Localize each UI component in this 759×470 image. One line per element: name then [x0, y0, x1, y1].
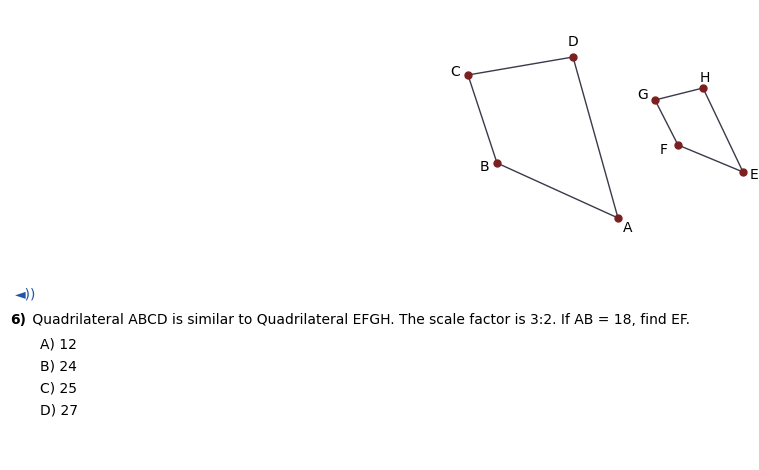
Text: D) 27: D) 27: [40, 404, 78, 418]
Text: B: B: [479, 160, 489, 174]
Text: D: D: [568, 35, 578, 49]
Text: G: G: [638, 88, 648, 102]
Text: A: A: [623, 221, 633, 235]
Text: H: H: [700, 71, 710, 85]
Text: C: C: [450, 65, 460, 79]
Text: A) 12: A) 12: [40, 338, 77, 352]
Text: F: F: [660, 143, 668, 157]
Text: B) 24: B) 24: [40, 360, 77, 374]
Text: C) 25: C) 25: [40, 382, 77, 396]
Text: ◄)): ◄)): [15, 288, 36, 302]
Text: E: E: [750, 168, 758, 182]
Text: 6): 6): [10, 313, 26, 327]
Text: Quadrilateral ABCD is similar to Quadrilateral EFGH. The scale factor is 3:2. If: Quadrilateral ABCD is similar to Quadril…: [28, 313, 690, 327]
